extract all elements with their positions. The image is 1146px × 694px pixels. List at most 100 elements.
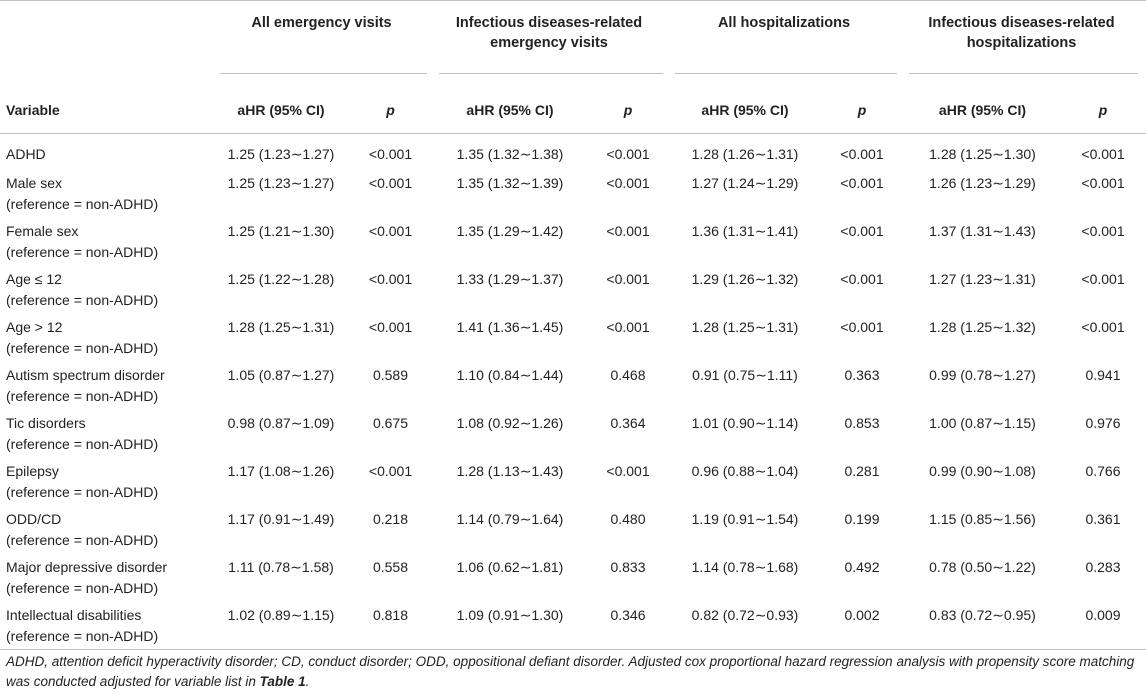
variable-name: ODD/CD (6, 511, 62, 527)
ahr-cell: 0.99 (0.78∼1.27) (929, 367, 1036, 383)
variable-cell: Age ≤ 12 (reference = non-ADHD) (0, 269, 216, 317)
p-value-cell: 0.492 (844, 559, 880, 575)
variable-cell: Major depressive disorder (reference = no… (0, 557, 216, 605)
ahr-cell: 1.35 (1.32∼1.38) (456, 146, 564, 162)
p-value-cell: <0.001 (1081, 319, 1125, 335)
p-value-cell: <0.001 (840, 223, 884, 239)
variable-name: Autism spectrum disorder (6, 367, 165, 383)
ahr-cell: 1.25 (1.21∼1.30) (227, 223, 335, 239)
group-header-all-hospitalizations: All hospitalizations (671, 0, 905, 87)
p-value-cell: 0.675 (372, 415, 409, 431)
variable-name: Male sex (6, 175, 63, 191)
table-row: Major depressive disorder (reference = no… (0, 557, 1146, 605)
ahr-cell: 1.00 (0.87∼1.15) (929, 415, 1036, 431)
variable-cell: ADHD (0, 134, 216, 172)
p-value-cell: <0.001 (1081, 146, 1125, 162)
ahr-cell: 1.17 (0.91∼1.49) (227, 511, 335, 527)
p-value-cell: <0.001 (368, 223, 413, 239)
ahr-cell: 1.35 (1.32∼1.39) (456, 175, 564, 191)
variable-name: Female sex (6, 223, 79, 239)
ahr-cell: 1.10 (0.84∼1.44) (456, 367, 564, 383)
p-value-cell: 0.589 (372, 367, 409, 383)
variable-reference: (reference = non-ADHD) (6, 532, 159, 548)
variable-cell: ODD/CD (reference = non-ADHD) (0, 509, 216, 557)
ahr-cell: 0.99 (0.90∼1.08) (929, 463, 1036, 479)
ahr-cell: 1.28 (1.13∼1.43) (456, 463, 564, 479)
p-value-cell: 0.361 (1085, 511, 1121, 527)
ahr-cell: 0.98 (0.87∼1.09) (227, 415, 335, 431)
p-value-cell: 0.364 (610, 415, 646, 431)
table-row: ADHD 1.25 (1.23∼1.27) <0.001 1.35 (1.32∼1.3… (0, 134, 1146, 172)
ahr-cell: 1.35 (1.29∼1.42) (456, 223, 564, 239)
ahr-cell: 1.25 (1.23∼1.27) (227, 175, 335, 191)
ahr-header: aHR (95% CI) (905, 87, 1060, 134)
p-value-cell: <0.001 (840, 319, 884, 335)
p-value-cell: <0.001 (840, 271, 884, 287)
p-value-cell: <0.001 (1081, 223, 1125, 239)
ahr-cell: 1.11 (0.78∼1.58) (228, 559, 334, 575)
ahr-cell: 1.28 (1.25∼1.32) (929, 319, 1036, 335)
variable-name: Intellectual disabilities (6, 607, 142, 623)
variable-reference: (reference = non-ADHD) (6, 628, 159, 644)
variable-cell: Male sex (reference = non-ADHD) (0, 171, 216, 221)
variable-cell: Tic disorders (reference = non-ADHD) (0, 413, 216, 461)
p-value-cell: 0.833 (610, 559, 646, 575)
variable-name: Epilepsy (6, 463, 59, 479)
p-value-cell: <0.001 (606, 271, 650, 287)
ahr-cell: 0.83 (0.72∼0.95) (905, 605, 1060, 650)
group-header-infectious-emergency: Infectious diseases-related emergency vi… (435, 0, 671, 87)
ahr-header: aHR (95% CI) (671, 87, 819, 134)
ahr-cell: 1.19 (0.91∼1.54) (691, 511, 799, 527)
group-header-row: All emergency visits Infectious diseases… (0, 0, 1146, 87)
footnote-table-ref: Table 1 (259, 674, 306, 689)
p-value-cell: 0.468 (610, 367, 646, 383)
p-header: p (1060, 87, 1146, 134)
group-header-infectious-hospitalizations: Infectious diseases-related hospitalizat… (905, 0, 1146, 87)
table-row: Epilepsy (reference = non-ADHD) 1.17 (1.08… (0, 461, 1146, 509)
ahr-header: aHR (95% CI) (216, 87, 346, 134)
variable-reference: (reference = non-ADHD) (6, 484, 159, 500)
ahr-cell: 0.91 (0.75∼1.11) (692, 367, 798, 383)
table-row: Tic disorders (reference = non-ADHD) 0.98 … (0, 413, 1146, 461)
p-value-cell: 0.480 (610, 511, 646, 527)
p-value-cell: <0.001 (606, 463, 650, 479)
ahr-cell: 0.78 (0.50∼1.22) (929, 559, 1036, 575)
p-value-cell: <0.001 (368, 319, 413, 335)
group-title: Infectious diseases-related hospitalizat… (928, 15, 1115, 51)
p-value-cell: 0.558 (372, 559, 409, 575)
p-value-cell: 0.281 (844, 463, 880, 479)
variable-reference: (reference = non-ADHD) (6, 388, 159, 404)
variable-reference: (reference = non-ADHD) (6, 292, 159, 308)
ahr-cell: 0.96 (0.88∼1.04) (691, 463, 799, 479)
variable-reference: (reference = non-ADHD) (6, 340, 159, 356)
ahr-cell: 1.41 (1.36∼1.45) (456, 319, 564, 335)
ahr-cell: 1.08 (0.92∼1.26) (456, 415, 564, 431)
table-row: Male sex (reference = non-ADHD) 1.25 (1.23… (0, 171, 1146, 221)
ahr-cell: 1.05 (0.87∼1.27) (227, 367, 335, 383)
p-value-cell: <0.001 (606, 175, 650, 191)
ahr-cell: 1.36 (1.31∼1.41) (691, 223, 799, 239)
p-value-cell: 0.346 (585, 605, 671, 650)
ahr-cell: 1.33 (1.29∼1.37) (456, 271, 564, 287)
ahr-cell: 1.06 (0.62∼1.81) (456, 559, 564, 575)
group-title: Infectious diseases-related emergency vi… (455, 15, 643, 51)
p-value-cell: 0.941 (1085, 367, 1121, 383)
table-row: Age ≤ 12 (reference = non-ADHD) 1.25 (1.22… (0, 269, 1146, 317)
p-value-cell: <0.001 (1081, 271, 1125, 287)
variable-cell: Intellectual disabilities (reference = no… (0, 605, 216, 650)
ahr-cell: 1.15 (0.85∼1.56) (929, 511, 1036, 527)
p-header: p (819, 87, 905, 134)
p-header: p (585, 87, 671, 134)
ahr-cell: 1.25 (1.22∼1.28) (227, 271, 335, 287)
variable-reference: (reference = non-ADHD) (6, 580, 159, 596)
variable-reference: (reference = non-ADHD) (6, 244, 159, 260)
p-value-cell: 0.363 (844, 367, 880, 383)
ahr-cell: 1.02 (0.89∼1.15) (216, 605, 346, 650)
footnote-end: . (305, 674, 310, 689)
ahr-cell: 1.28 (1.25∼1.31) (227, 319, 335, 335)
p-value-cell: <0.001 (606, 146, 650, 162)
ahr-cell: 1.14 (0.78∼1.68) (691, 559, 799, 575)
table-row: Autism spectrum disorder (reference = non… (0, 365, 1146, 413)
p-value-cell: <0.001 (368, 146, 413, 162)
variable-cell: Female sex (reference = non-ADHD) (0, 221, 216, 269)
